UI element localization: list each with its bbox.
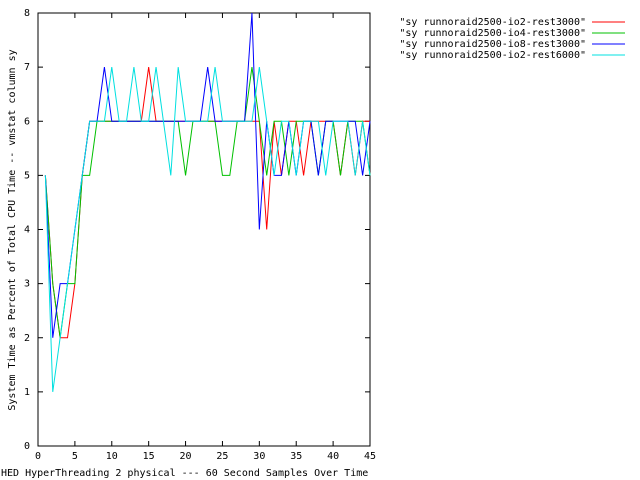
x-tick-label: 15 <box>143 451 155 462</box>
x-tick-label: 30 <box>253 451 265 462</box>
plot-border <box>37 12 371 447</box>
x-tick-label: 35 <box>290 451 302 462</box>
y-tick-label: 5 <box>24 170 30 181</box>
series-line <box>44 12 371 338</box>
series-line <box>44 67 371 392</box>
x-tick-label: 45 <box>364 451 376 462</box>
series-line <box>44 67 370 339</box>
legend-label: "sy runnoraid2500-io2-rest6000" <box>399 50 586 61</box>
x-tick-label: 5 <box>72 451 78 462</box>
y-tick-label: 2 <box>24 333 30 344</box>
y-axis-label: System Time as Percent of Total CPU Time… <box>7 49 18 410</box>
legend-label: "sy runnoraid2500-io8-rest3000" <box>399 39 586 50</box>
y-tick-label: 0 <box>24 441 30 452</box>
y-tick-label: 8 <box>24 8 30 19</box>
legend-label: "sy runnoraid2500-io2-rest3000" <box>399 17 586 28</box>
y-tick-label: 1 <box>24 387 30 398</box>
chart-title: HED HyperThreading 2 physical --- 60 Sec… <box>1 468 368 479</box>
legend-label: "sy runnoraid2500-io4-rest3000" <box>399 28 586 39</box>
y-tick-label: 7 <box>24 62 30 73</box>
y-tick-label: 4 <box>24 225 30 236</box>
series-line <box>44 67 371 338</box>
y-tick-label: 6 <box>24 116 30 127</box>
x-tick-label: 20 <box>180 451 192 462</box>
x-tick-label: 25 <box>216 451 228 462</box>
x-tick-label: 10 <box>106 451 118 462</box>
x-tick-label: 40 <box>327 451 339 462</box>
x-tick-label: 0 <box>35 451 41 462</box>
y-tick-label: 3 <box>24 279 30 290</box>
